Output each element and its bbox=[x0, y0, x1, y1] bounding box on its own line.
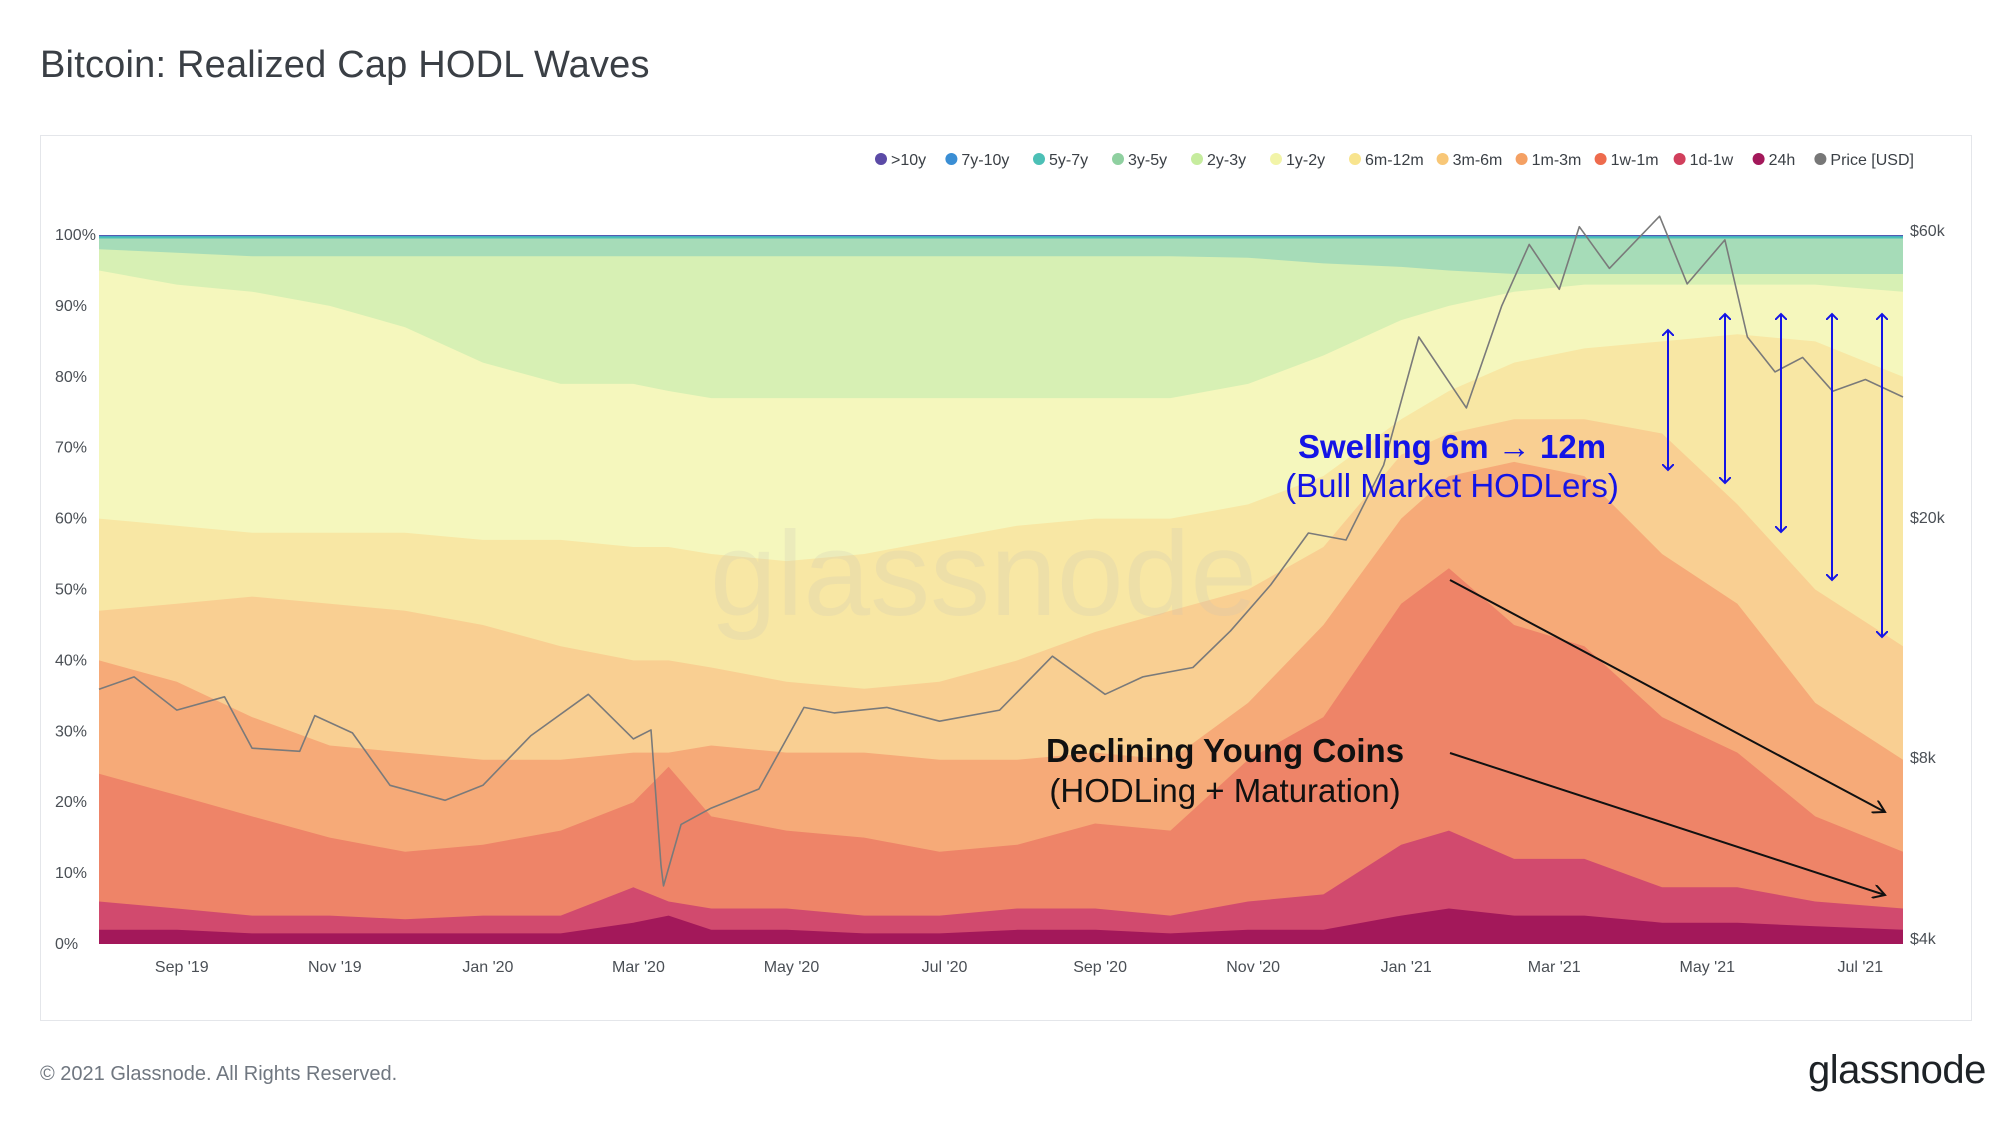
legend-item[interactable]: 7y-10y bbox=[945, 152, 1009, 169]
legend-label: 7y-10y bbox=[961, 152, 1009, 169]
x-tick: Jan '20 bbox=[462, 959, 513, 976]
x-tick: Nov '20 bbox=[1226, 959, 1280, 976]
legend-dot bbox=[1752, 153, 1765, 165]
legend-label: Price [USD] bbox=[1830, 152, 1914, 169]
band-24h bbox=[99, 908, 1903, 944]
glassnode-logo: glassnode bbox=[1808, 1048, 1986, 1092]
legend-item[interactable]: 1m-3m bbox=[1515, 152, 1582, 169]
legend-dot bbox=[1191, 153, 1203, 165]
legend-label: 3y-5y bbox=[1128, 152, 1167, 169]
x-tick: Jul '20 bbox=[922, 959, 968, 976]
x-tick: Sep '20 bbox=[1073, 959, 1127, 976]
price-layer bbox=[98, 215, 1904, 887]
axes: 0% 10% 20% 30% 40% 50% 60% 70% 80% 90% 100% $4k $8k $… bbox=[55, 223, 1946, 976]
legend-item[interactable]: Price [USD] bbox=[1814, 152, 1914, 169]
legend-item[interactable]: 2y-3y bbox=[1191, 152, 1246, 169]
legend-label: 1w-1m bbox=[1611, 152, 1659, 169]
legend-label: 1d-1w bbox=[1690, 152, 1734, 169]
legend-dot bbox=[1673, 153, 1686, 165]
x-tick: Mar '21 bbox=[1528, 959, 1581, 976]
y-left-tick: 70% bbox=[55, 440, 87, 457]
legend-label: 3m-6m bbox=[1453, 152, 1503, 169]
legend-dot bbox=[1033, 153, 1045, 165]
y-left-tick: 60% bbox=[55, 511, 87, 528]
y-left-tick: 90% bbox=[55, 298, 87, 315]
legend-item[interactable]: 3m-6m bbox=[1436, 152, 1503, 169]
legend-item[interactable]: 6m-12m bbox=[1349, 152, 1424, 169]
copyright-notice: © 2021 Glassnode. All Rights Reserved. bbox=[40, 1063, 398, 1085]
chart-frame bbox=[40, 135, 1972, 1021]
y-left-tick: 0% bbox=[55, 936, 78, 953]
legend-dot bbox=[1515, 153, 1528, 165]
declining-arrow-2 bbox=[1449, 752, 1885, 895]
legend-item[interactable]: 1y-2y bbox=[1270, 152, 1325, 169]
legend-dot bbox=[1436, 153, 1449, 165]
legend-dot bbox=[1270, 153, 1282, 165]
y-right-tick: $20k bbox=[1910, 510, 1946, 527]
y-right-tick: $4k bbox=[1910, 931, 1937, 948]
price-line bbox=[98, 215, 1904, 887]
legend-dot bbox=[945, 153, 958, 165]
y-left-tick: 30% bbox=[55, 723, 87, 740]
legend-label: 6m-12m bbox=[1365, 152, 1424, 169]
y-left-tick: 20% bbox=[55, 794, 87, 811]
declining-title: Declining Young Coins bbox=[1046, 732, 1404, 769]
legend-dot bbox=[875, 153, 887, 165]
x-tick: Mar '20 bbox=[612, 959, 665, 976]
legend-item[interactable]: 5y-7y bbox=[1033, 152, 1088, 169]
y-right-tick: $60k bbox=[1910, 223, 1946, 240]
y-left-tick: 80% bbox=[55, 369, 87, 386]
hodl-bands bbox=[99, 235, 1903, 944]
legend: >10y 7y-10y 5y-7y 3y-5y 2y-3y 1y-2y 6m-12m 3m-6… bbox=[875, 152, 1914, 169]
x-tick: Sep '19 bbox=[155, 959, 209, 976]
swelling-title: Swelling 6m → 12m bbox=[1298, 428, 1606, 465]
annotations: Swelling 6m → 12m (Bull Market HODLers) … bbox=[1046, 314, 1885, 895]
legend-dot bbox=[1112, 153, 1124, 165]
y-left-tick: 40% bbox=[55, 652, 87, 669]
y-left-tick: 50% bbox=[55, 582, 87, 599]
legend-item[interactable]: 3y-5y bbox=[1112, 152, 1167, 169]
x-tick: Nov '19 bbox=[308, 959, 362, 976]
y-left-tick: 100% bbox=[55, 227, 96, 244]
legend-item[interactable]: 1d-1w bbox=[1673, 152, 1734, 169]
y-right-tick: $8k bbox=[1910, 750, 1937, 767]
x-tick: Jul '21 bbox=[1837, 959, 1883, 976]
page-title: Bitcoin: Realized Cap HODL Waves bbox=[40, 44, 650, 86]
legend-label: 1y-2y bbox=[1286, 152, 1325, 169]
declining-arrow-1 bbox=[1449, 579, 1885, 812]
x-tick: May '21 bbox=[1680, 959, 1736, 976]
watermark: glassnode bbox=[710, 507, 1257, 641]
legend-label: 24h bbox=[1769, 152, 1796, 169]
legend-item[interactable]: 1w-1m bbox=[1594, 152, 1659, 169]
legend-dot bbox=[1349, 153, 1361, 165]
swelling-subtitle: (Bull Market HODLers) bbox=[1285, 467, 1619, 504]
legend-label: 2y-3y bbox=[1207, 152, 1246, 169]
legend-label: 1m-3m bbox=[1532, 152, 1582, 169]
legend-item[interactable]: >10y bbox=[875, 152, 926, 169]
y-left-tick: 10% bbox=[55, 865, 87, 882]
legend-label: 5y-7y bbox=[1049, 152, 1088, 169]
legend-dot bbox=[1814, 153, 1827, 165]
x-tick: Jan '21 bbox=[1381, 959, 1432, 976]
legend-label: >10y bbox=[891, 152, 926, 169]
declining-subtitle: (HODLing + Maturation) bbox=[1049, 772, 1400, 809]
legend-item[interactable]: 24h bbox=[1752, 152, 1796, 169]
x-tick: May '20 bbox=[764, 959, 820, 976]
legend-dot bbox=[1594, 153, 1607, 165]
